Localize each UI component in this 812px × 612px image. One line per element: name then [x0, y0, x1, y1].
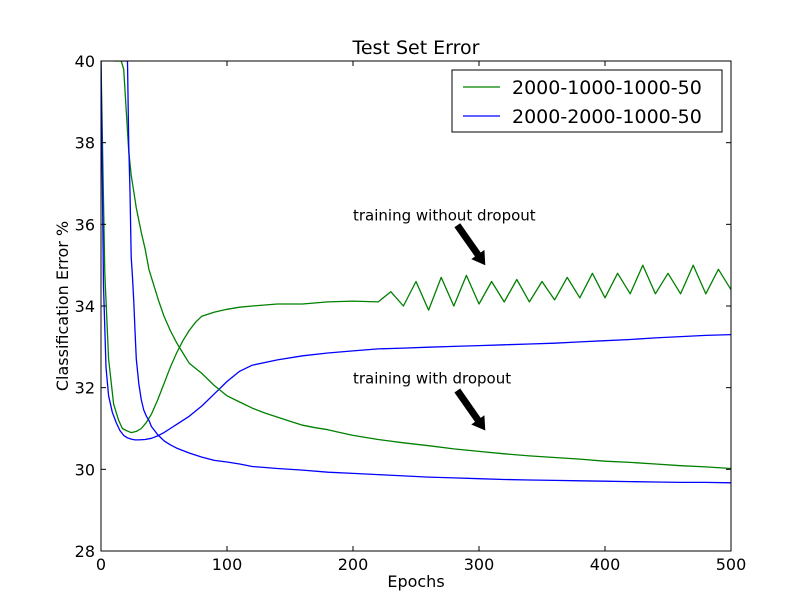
x-tick-label: 0 — [96, 555, 106, 574]
y-tick-label: 36 — [75, 215, 95, 234]
y-tick-label: 38 — [75, 134, 95, 153]
series-layer — [101, 61, 731, 484]
y-tick-label: 32 — [75, 379, 95, 398]
y-tick-label: 30 — [75, 460, 95, 479]
annotation-arrow-2 — [454, 388, 486, 431]
series-line-3 — [113, 61, 731, 470]
x-tick-label: 100 — [212, 555, 243, 574]
y-tick-label: 40 — [75, 52, 95, 71]
x-tick-label: 200 — [338, 555, 369, 574]
y-axis-label: Classification Error % — [53, 221, 72, 391]
annotation-text-2: training with dropout — [353, 370, 511, 388]
x-tick-label: 400 — [590, 555, 621, 574]
legend-box — [451, 69, 723, 133]
series-line-2 — [101, 61, 731, 441]
chart-title: Test Set Error — [351, 37, 479, 59]
series-line-4 — [122, 61, 731, 484]
ticks-layer: 0 100 200 300 400 500 28 30 32 34 36 38 40 — [75, 52, 747, 574]
series-line-1 — [101, 61, 731, 434]
x-tick-label: 300 — [464, 555, 495, 574]
annotation-text-1: training without dropout — [353, 206, 536, 224]
x-tick-label: 500 — [716, 555, 747, 574]
legend-label-1: 2000-1000-1000-50 — [512, 77, 702, 99]
y-tick-label: 34 — [75, 297, 95, 316]
legend: 2000-1000-1000-50 2000-2000-1000-50 — [451, 69, 723, 133]
annotations: training without dropout training with dr… — [353, 206, 536, 431]
x-axis-label: Epochs — [387, 572, 444, 591]
plot-frame — [100, 60, 732, 552]
legend-label-2: 2000-2000-1000-50 — [512, 106, 702, 128]
y-tick-label: 28 — [75, 542, 95, 561]
annotation-arrow-1 — [454, 223, 486, 266]
